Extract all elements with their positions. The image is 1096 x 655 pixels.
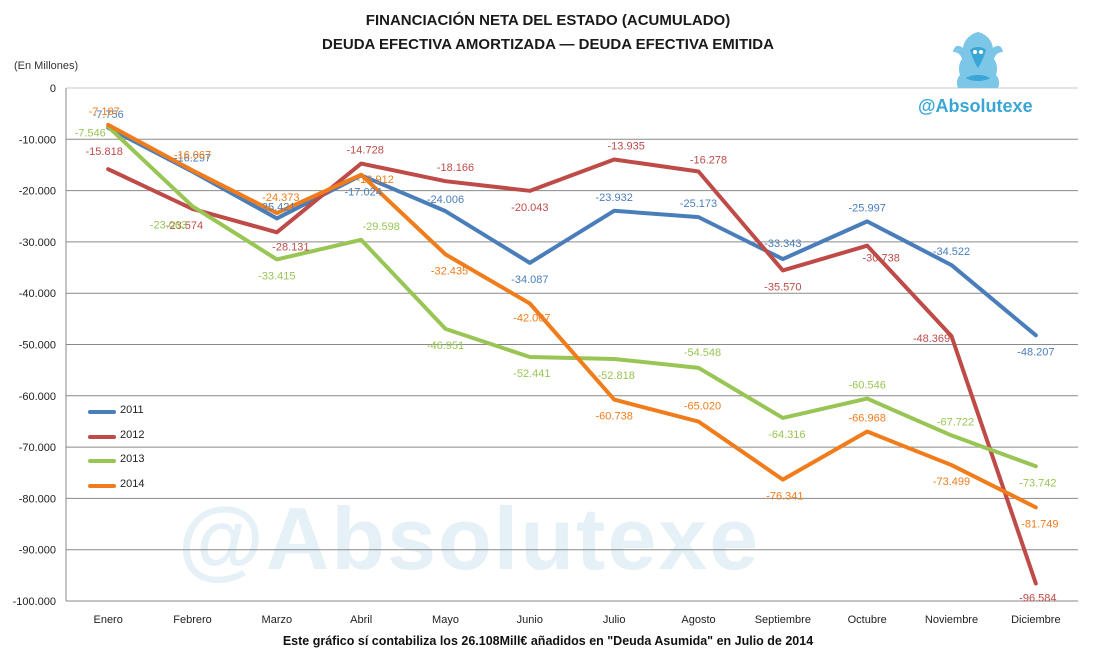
x-tick-label: Febrero (173, 614, 212, 626)
legend-swatch-2013 (88, 459, 116, 463)
data-label-2012: -96.584 (1019, 592, 1056, 604)
x-tick-label: Abril (350, 614, 372, 626)
data-label-2012: -14.728 (347, 145, 384, 157)
data-label-2011: -17.024 (345, 186, 382, 198)
legend-label-2014: 2014 (120, 477, 145, 490)
x-tick-label: Junio (517, 614, 543, 626)
data-label-2013: -52.441 (513, 368, 550, 380)
data-label-2013: -33.415 (258, 270, 295, 282)
series-line-2013 (106, 124, 1038, 469)
legend-item-2012: 2012 (88, 427, 208, 452)
legend-swatch-2011 (88, 410, 116, 414)
data-label-2011: -24.006 (427, 194, 464, 206)
y-tick-label: 0 (50, 83, 56, 95)
data-label-2013: -46.951 (427, 340, 464, 352)
x-tick-label: Enero (93, 614, 122, 626)
data-label-2013: -67.722 (937, 416, 974, 428)
brand-handle: @Absolutexe (918, 96, 1033, 116)
legend-item-2011: 2011 (88, 402, 208, 427)
data-label-2013: -52.818 (598, 370, 635, 382)
watermark-text: @Absolutexe (178, 489, 761, 588)
chart-footnote: Este gráfico sí contabiliza los 26.108Mi… (282, 634, 814, 648)
data-label-2011: -16.297 (174, 153, 211, 165)
data-label-2011: -23.932 (596, 192, 633, 204)
data-label-2012: -23.574 (166, 220, 203, 232)
chart-title-line2: DEUDA EFECTIVA AMORTIZADA — DEUDA EFECTI… (322, 36, 774, 53)
y-tick-label: -50.000 (19, 340, 56, 352)
data-label-2012: -16.278 (690, 155, 727, 167)
legend-label-2013: 2013 (120, 453, 145, 465)
data-label-2013: -29.598 (363, 221, 400, 233)
legend-swatch-2012 (88, 434, 116, 439)
data-label-2013: -60.546 (849, 380, 886, 392)
data-label-2011: -48.207 (1017, 346, 1054, 358)
data-label-2012: -30.738 (863, 253, 900, 265)
data-label-2012: -13.935 (608, 140, 645, 152)
legend-item-2014: 2014 (88, 476, 208, 501)
data-label-2014: -42.007 (513, 312, 550, 324)
data-label-2012: -15.818 (86, 146, 123, 158)
y-tick-label: -90.000 (19, 545, 56, 557)
data-label-2014: -65.020 (684, 401, 721, 413)
data-label-2014: -66.968 (849, 413, 886, 425)
data-label-2011: -34.522 (933, 246, 970, 258)
y-tick-label: -80.000 (19, 493, 56, 505)
y-tick-label: -70.000 (19, 442, 56, 454)
chart-title-line1: FINANCIACIÓN NETA DEL ESTADO (ACUMULADO) (365, 12, 731, 29)
y-tick-label: -100.000 (13, 596, 56, 608)
data-label-2012: -18.166 (437, 162, 474, 174)
legend-item-2013: 2013 (88, 451, 208, 476)
data-label-2011: -25.421 (258, 201, 295, 213)
y-tick-label: -30.000 (19, 237, 56, 249)
legend-label-2011: 2011 (120, 404, 144, 416)
data-label-2014: -16.067 (174, 149, 211, 161)
x-tick-label: Diciembre (1011, 614, 1061, 626)
x-tick-label: Septiembre (755, 614, 811, 626)
data-label-2012: -48.369 (913, 333, 950, 345)
data-label-2011: -7.756 (93, 109, 124, 121)
data-label-2013: -64.316 (768, 429, 805, 441)
series-line-2011 (106, 125, 1038, 338)
x-tick-label: Marzo (262, 614, 293, 626)
chart-legend: 2011 2012 2013 2014 (88, 402, 208, 500)
legend-label-2012: 2012 (120, 428, 145, 441)
data-label-2013: -7.546 (75, 128, 106, 140)
series-line-2014 (106, 122, 1038, 510)
legend-swatch-2014 (88, 483, 116, 488)
data-label-2012: -35.570 (764, 281, 801, 293)
data-label-2014: -73.499 (933, 476, 970, 488)
data-label-2014: -16.912 (357, 174, 394, 186)
x-tick-label: Noviembre (925, 614, 978, 626)
data-label-2013: -73.742 (1019, 477, 1056, 489)
data-label-2011: -25.997 (849, 202, 886, 214)
y-tick-label: -40.000 (19, 288, 56, 300)
x-tick-label: Agosto (681, 614, 715, 626)
x-tick-label: Octubre (848, 614, 887, 626)
data-label-2014: -60.738 (596, 411, 633, 423)
data-label-2014: -32.435 (431, 265, 468, 277)
y-tick-label: -20.000 (19, 186, 56, 198)
x-tick-label: Julio (603, 614, 626, 626)
data-label-2011: -25.173 (680, 198, 717, 210)
data-label-2011: -33.343 (764, 238, 801, 250)
data-label-2013: -54.548 (684, 347, 721, 359)
data-label-2014: -81.749 (1021, 518, 1058, 530)
y-tick-label: -60.000 (19, 391, 56, 403)
x-tick-label: Mayo (432, 614, 459, 626)
data-label-2014: -24.373 (262, 192, 299, 204)
data-label-2014: -7.187 (89, 106, 120, 118)
data-label-2012: -20.043 (511, 202, 548, 214)
data-label-2012: -28.131 (272, 241, 309, 253)
data-label-2013: -23.063 (150, 219, 187, 231)
data-label-2014: -76.341 (766, 491, 803, 503)
series-line-2012 (106, 157, 1038, 586)
griffin-logo-icon (948, 28, 1008, 99)
data-label-2011: -34.087 (511, 274, 548, 286)
unit-label: (En Millones) (14, 60, 79, 72)
y-tick-label: -10.000 (19, 134, 56, 146)
